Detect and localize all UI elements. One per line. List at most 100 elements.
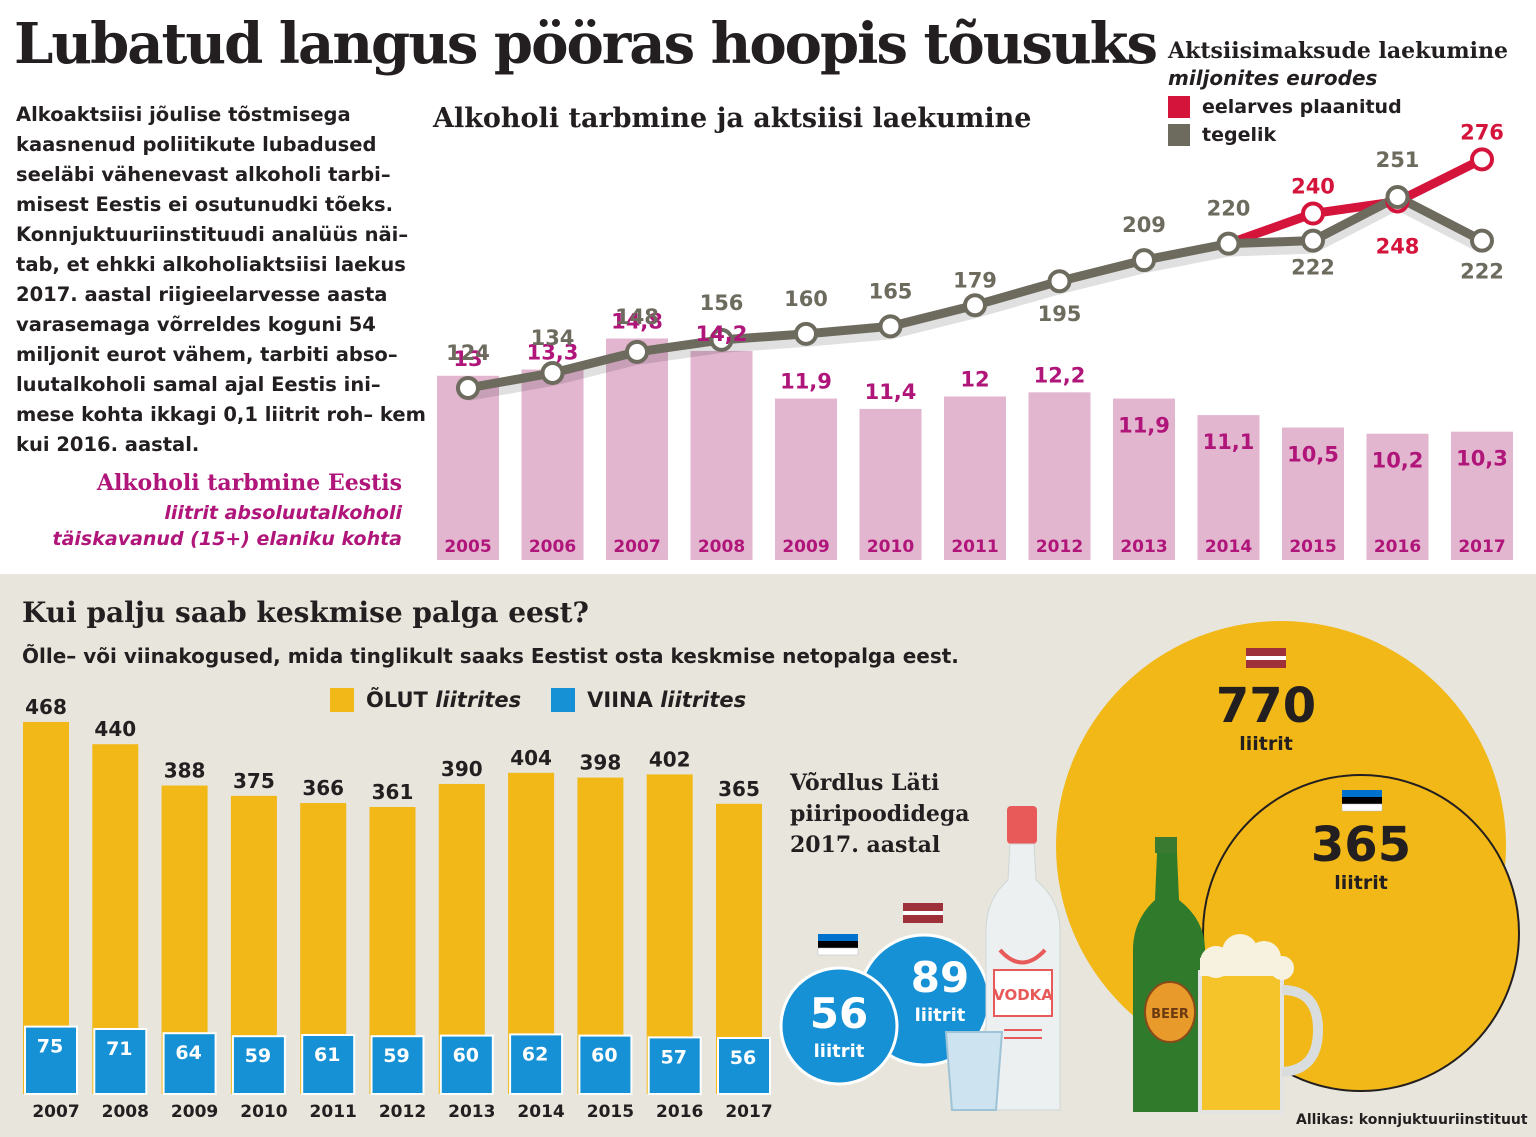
- beer-value-label: 366: [302, 776, 344, 800]
- consumption-label: Alkoholi tarbmine Eestis liitrit absoluu…: [16, 470, 402, 550]
- consumption-unit-2: täiskavanud (15+) elaniku kohta: [52, 528, 402, 550]
- actual-point: [1132, 248, 1156, 273]
- vodka-value-label: 75: [37, 1036, 63, 1058]
- bottom-title: Kui palju saab keskmise palga eest?: [22, 596, 589, 629]
- consumption-value-label: 11,9: [780, 370, 832, 394]
- beer-value-label: 468: [25, 695, 67, 719]
- actual-value-label: 134: [531, 326, 575, 350]
- year-tick-label: 2005: [444, 537, 491, 557]
- beer-value-label: 390: [441, 757, 483, 781]
- beer-swatch-icon: [330, 688, 354, 712]
- estonia-vodka-unit: liitrit: [814, 1041, 865, 1062]
- actual-point: [1216, 231, 1241, 256]
- year-tick-label: 2010: [867, 537, 914, 557]
- consumption-value-label: 12: [960, 367, 989, 391]
- vodka-bar: [301, 1034, 356, 1095]
- actual-swatch-icon: [1168, 124, 1190, 146]
- vodka-bar: [93, 1028, 148, 1095]
- year-tick-label: 2006: [529, 537, 576, 557]
- estonia-vodka-value: 56: [810, 989, 868, 1038]
- consumption-value-label: 12,2: [1034, 363, 1086, 387]
- consumption-bar: [690, 350, 753, 560]
- latvia-vodka-flag-icon: [903, 903, 943, 923]
- vodka-bar: [439, 1034, 494, 1095]
- actual-value-label: 220: [1207, 197, 1251, 221]
- bottom-year-label: 2017: [725, 1102, 772, 1122]
- beer-bottle-label: BEER: [1151, 1007, 1189, 1022]
- year-tick-label: 2007: [613, 537, 660, 557]
- bottom-subtitle: Õlle– või viinakogused, mida tinglikult …: [22, 644, 959, 668]
- planned-point: [1301, 201, 1325, 226]
- estonia-flag-icon: [1341, 790, 1383, 812]
- latvia-vodka-unit: liitrit: [915, 1005, 966, 1026]
- year-tick-label: 2016: [1374, 537, 1421, 557]
- bottom-year-label: 2009: [171, 1102, 218, 1122]
- actual-value-label: 165: [869, 279, 913, 303]
- consumption-bar: [775, 398, 837, 560]
- vodka-value-label: 61: [314, 1044, 340, 1066]
- actual-point: [794, 321, 818, 346]
- beer-value-label: 404: [510, 746, 552, 770]
- estonia-vodka-circle: [779, 966, 899, 1086]
- consumption-value-label: 10,2: [1372, 449, 1424, 473]
- vodka-bar: [509, 1033, 564, 1096]
- actual-point: [540, 360, 565, 385]
- year-tick-label: 2012: [1036, 537, 1083, 557]
- consumption-title: Alkoholi tarbmine Eestis: [96, 470, 402, 496]
- consumption-bar: [606, 338, 668, 560]
- comparison-illustration: 770 liitrit 365 liitrit 89 liitrit 56 li…: [779, 621, 1520, 1114]
- beer-mug-icon: [1198, 934, 1324, 1114]
- vodka-value-label: 59: [245, 1045, 271, 1067]
- consumption-value-label: 11,4: [865, 380, 917, 404]
- bottom-year-label: 2012: [379, 1102, 426, 1122]
- bottom-year-label: 2011: [310, 1102, 357, 1122]
- actual-value-label: 160: [784, 287, 828, 311]
- actual-value-label: 156: [700, 291, 744, 315]
- beer-value-label: 440: [94, 717, 136, 741]
- actual-value-label: 179: [953, 268, 997, 292]
- actual-point: [1385, 184, 1410, 209]
- intro-text: Alkoaktsiisi jõulise tõstmisega kaasnenu…: [16, 103, 426, 456]
- consumption-bar: [1028, 392, 1091, 560]
- consumption-unit-1: liitrit absoluutalkoholi: [164, 502, 402, 524]
- consumption-value-label: 10,3: [1456, 447, 1508, 471]
- legend-planned: eelarves plaanitud: [1168, 96, 1508, 118]
- bottom-legend: ÕLUT liitrites VIINA liitrites: [330, 688, 746, 712]
- beer-legend-label: ÕLUT: [366, 688, 428, 712]
- actual-point: [878, 314, 903, 339]
- consumption-value-label: 13,3: [527, 341, 579, 365]
- consumption-bar: [1113, 398, 1175, 560]
- consumption-excise-chart: 2005 2006 2007 2008 2009 2010 2011 2012 2013 2014…: [437, 120, 1513, 560]
- consumption-bar: [944, 396, 1006, 560]
- legend-planned-label: eelarves plaanitud: [1202, 96, 1402, 118]
- vodka-swatch-icon: [551, 688, 576, 712]
- actual-value-label: 124: [446, 341, 490, 365]
- excise-legend-unit: miljonites eurodes: [1168, 66, 1378, 90]
- actual-point: [1470, 228, 1494, 253]
- latvia-vodka-value: 89: [911, 953, 969, 1002]
- vodka-value-label: 60: [453, 1045, 479, 1067]
- actual-value-label: 222: [1460, 260, 1504, 284]
- vodka-bottle-icon: VODKA: [985, 806, 1061, 1111]
- vodka-bottle-label: VODKA: [993, 986, 1053, 1004]
- consumption-value-label: 14,8: [611, 310, 663, 334]
- actual-point: [625, 339, 649, 364]
- excise-legend: Aktsiisimaksude laekumine miljonites eur…: [1168, 38, 1508, 146]
- planned-value-label: 240: [1291, 175, 1335, 199]
- estonia-beer-unit: liitrit: [1334, 872, 1388, 894]
- consumption-bar: [1451, 431, 1513, 560]
- beer-bottle-icon: BEER: [1133, 837, 1205, 1112]
- beer-value-label: 398: [580, 751, 622, 775]
- bottom-year-label: 2014: [517, 1102, 564, 1122]
- planned-point: [1470, 147, 1494, 172]
- consumption-bar: [1366, 433, 1429, 560]
- latvia-flag-icon: [1246, 648, 1286, 668]
- vodka-value-label: 59: [383, 1045, 409, 1067]
- planned-swatch-icon: [1168, 96, 1190, 118]
- vodka-value-label: 64: [175, 1042, 201, 1064]
- vodka-value-label: 57: [660, 1046, 686, 1068]
- actual-point: [456, 376, 480, 400]
- year-tick-label: 2011: [951, 537, 998, 557]
- bottom-year-label: 2013: [448, 1102, 495, 1122]
- actual-point: [1047, 269, 1072, 294]
